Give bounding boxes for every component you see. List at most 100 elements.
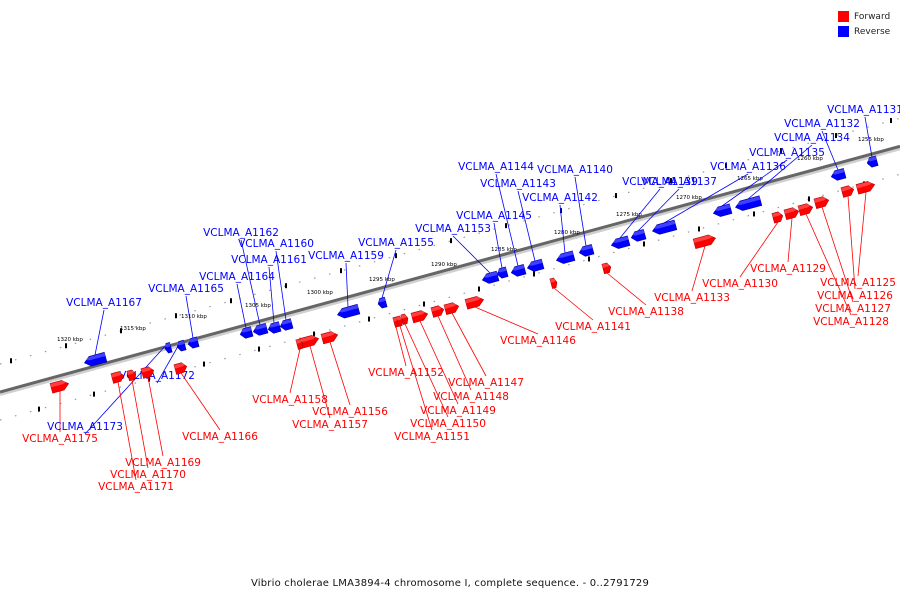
- forward-gene-arrow[interactable]: [126, 369, 137, 382]
- forward-gene-label[interactable]: VCLMA_A1147: [448, 377, 524, 389]
- forward-gene-arrow[interactable]: [601, 262, 612, 275]
- reverse-gene-label[interactable]: VCLMA_A1140: [537, 164, 613, 176]
- forward-gene-arrow[interactable]: [464, 295, 485, 310]
- forward-gene-label[interactable]: VCLMA_A1150: [410, 418, 486, 430]
- ruler-mark: [38, 406, 40, 412]
- reverse-gene-label[interactable]: VCLMA_A1164: [199, 271, 275, 283]
- reverse-gene-label[interactable]: VCLMA_A1167: [66, 297, 142, 309]
- forward-gene-arrow[interactable]: [840, 185, 855, 198]
- reverse-gene-label[interactable]: VCLMA_A1132: [784, 118, 860, 130]
- reverse-gene-arrow[interactable]: [267, 321, 282, 335]
- forward-gene-arrow[interactable]: [320, 330, 339, 345]
- forward-gene-label[interactable]: VCLMA_A1146: [500, 335, 576, 347]
- forward-gene-label[interactable]: VCLMA_A1133: [654, 292, 730, 304]
- reverse-gene-arrow[interactable]: [651, 219, 678, 236]
- forward-gene-label[interactable]: VCLMA_A1138: [608, 306, 684, 318]
- reverse-gene-label[interactable]: VCLMA_A1159: [308, 250, 384, 262]
- forward-gene-label[interactable]: VCLMA_A1129: [750, 263, 826, 275]
- forward-gene-label[interactable]: VCLMA_A1141: [555, 321, 631, 333]
- forward-gene-label[interactable]: VCLMA_A1157: [292, 419, 368, 431]
- forward-gene-arrow[interactable]: [783, 206, 800, 220]
- forward-gene-label[interactable]: VCLMA_A1166: [182, 431, 258, 443]
- reverse-gene-label[interactable]: VCLMA_A1135: [749, 147, 825, 159]
- reverse-gene-arrow[interactable]: [734, 195, 763, 212]
- reverse-gene-arrow[interactable]: [830, 168, 847, 181]
- reverse-gene-label[interactable]: VCLMA_A1143: [480, 178, 556, 190]
- forward-gene-arrow[interactable]: [392, 316, 399, 328]
- reverse-gene-label[interactable]: VCLMA_A1153: [415, 223, 491, 235]
- forward-gene-arrow[interactable]: [400, 313, 409, 325]
- ruler-mark: [65, 343, 67, 349]
- forward-gene-label[interactable]: VCLMA_A1148: [433, 391, 509, 403]
- forward-gene-label[interactable]: VCLMA_A1169: [125, 457, 201, 469]
- reverse-gene-label[interactable]: VCLMA_A1142: [522, 192, 598, 204]
- reverse-gene-arrow[interactable]: [712, 203, 733, 218]
- forward-gene-arrow[interactable]: [173, 362, 188, 375]
- forward-gene-arrow[interactable]: [49, 379, 70, 394]
- forward-gene-arrow[interactable]: [855, 180, 876, 195]
- forward-gene-label[interactable]: VCLMA_A1151: [394, 431, 470, 443]
- ruler-mark: [835, 133, 837, 139]
- forward-gene-arrow[interactable]: [410, 309, 429, 324]
- reverse-gene-arrow[interactable]: [336, 303, 361, 319]
- forward-gene-arrow[interactable]: [299, 334, 320, 349]
- reverse-gene-arrow[interactable]: [610, 235, 631, 250]
- reverse-gene-label[interactable]: VCLMA_A1155: [358, 237, 434, 249]
- forward-gene-label[interactable]: VCLMA_A1175: [22, 433, 98, 445]
- forward-gene-arrow[interactable]: [395, 315, 404, 327]
- reverse-gene-arrow[interactable]: [377, 296, 388, 309]
- forward-gene-label[interactable]: VCLMA_A1158: [252, 394, 328, 406]
- forward-gene-arrow[interactable]: [295, 338, 304, 350]
- reverse-gene-arrow[interactable]: [252, 323, 269, 336]
- forward-gene-label[interactable]: VCLMA_A1128: [813, 316, 889, 328]
- forward-gene-label[interactable]: VCLMA_A1125: [820, 277, 896, 289]
- forward-gene-arrow[interactable]: [549, 277, 558, 289]
- reverse-gene-label[interactable]: VCLMA_A1145: [456, 210, 532, 222]
- reverse-gene-arrow[interactable]: [176, 339, 187, 352]
- reverse-gene-label[interactable]: VCLMA_A1161: [231, 254, 307, 266]
- reverse-gene-arrow[interactable]: [83, 351, 108, 367]
- forward-gene-label[interactable]: VCLMA_A1127: [815, 303, 891, 315]
- reverse-gene-label[interactable]: VCLMA_A1162: [203, 227, 279, 239]
- reverse-gene-arrow[interactable]: [187, 336, 200, 349]
- forward-gene-arrow[interactable]: [430, 305, 445, 318]
- reverse-gene-arrow[interactable]: [555, 250, 576, 265]
- reverse-gene-label[interactable]: VCLMA_A1173: [47, 421, 123, 433]
- reverse-gene-arrow[interactable]: [866, 155, 879, 168]
- reverse-gene-label[interactable]: VCLMA_A1160: [238, 238, 314, 250]
- forward-gene-label[interactable]: VCLMA_A1126: [817, 290, 893, 302]
- reverse-gene-label[interactable]: VCLMA_A1134: [774, 132, 850, 144]
- forward-gene-arrow[interactable]: [110, 371, 125, 384]
- forward-gene-arrow[interactable]: [140, 366, 155, 379]
- forward-gene-label[interactable]: VCLMA_A1130: [702, 278, 778, 290]
- forward-gene-label[interactable]: VCLMA_A1152: [368, 367, 444, 379]
- reverse-gene-arrow[interactable]: [496, 266, 509, 279]
- reverse-gene-arrow[interactable]: [239, 326, 254, 340]
- reverse-gene-label[interactable]: VCLMA_A1165: [148, 283, 224, 295]
- forward-gene-arrow[interactable]: [797, 202, 814, 216]
- forward-gene-label[interactable]: VCLMA_A1170: [110, 469, 186, 481]
- forward-gene-arrow[interactable]: [771, 211, 784, 224]
- leader-line: [805, 213, 852, 316]
- forward-gene-arrow[interactable]: [813, 195, 830, 209]
- forward-gene-label[interactable]: VCLMA_A1149: [420, 405, 496, 417]
- reverse-gene-label[interactable]: VCLMA_A1137: [641, 176, 717, 188]
- reverse-gene-arrow[interactable]: [279, 318, 294, 332]
- forward-gene-arrow[interactable]: [443, 301, 460, 315]
- forward-gene-arrow[interactable]: [692, 233, 717, 250]
- reverse-gene-arrow[interactable]: [630, 229, 647, 242]
- reverse-gene-arrow[interactable]: [481, 270, 500, 285]
- leader-line: [619, 188, 661, 239]
- forward-gene-label[interactable]: VCLMA_A1171: [98, 481, 174, 493]
- reverse-gene-arrow[interactable]: [510, 264, 527, 277]
- leader-line: [864, 116, 873, 158]
- reverse-gene-arrow[interactable]: [578, 244, 595, 257]
- leader-line: [156, 340, 182, 384]
- reverse-gene-label[interactable]: VCLMA_A1131: [827, 104, 900, 116]
- reverse-gene-arrow[interactable]: [526, 258, 545, 273]
- reverse-gene-label[interactable]: VCLMA_A1144: [458, 161, 534, 173]
- reverse-gene-label[interactable]: VCLMA_A1136: [710, 161, 786, 173]
- reverse-gene-label[interactable]: VCLMA_A1139: [622, 176, 698, 188]
- reverse-gene-arrow[interactable]: [164, 342, 173, 354]
- forward-gene-label[interactable]: VCLMA_A1156: [312, 406, 388, 418]
